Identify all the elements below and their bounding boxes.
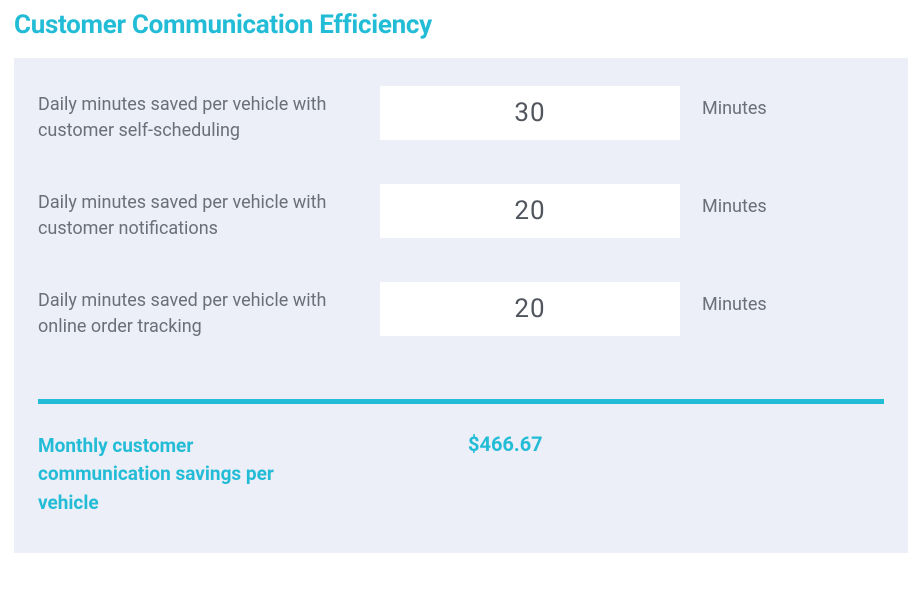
input-row-order-tracking: Daily minutes saved per vehicle with onl… [38, 282, 884, 340]
efficiency-panel: Daily minutes saved per vehicle with cus… [14, 58, 908, 553]
divider [38, 399, 884, 404]
minutes-input-notifications[interactable]: 20 [380, 184, 680, 238]
row-label: Daily minutes saved per vehicle with cus… [38, 86, 358, 144]
input-row-self-scheduling: Daily minutes saved per vehicle with cus… [38, 86, 884, 144]
minutes-input-self-scheduling[interactable]: 30 [380, 86, 680, 140]
row-label: Daily minutes saved per vehicle with onl… [38, 282, 358, 340]
summary-label: Monthly customer communication savings p… [38, 432, 318, 518]
section-title: Customer Communication Efficiency [14, 10, 908, 40]
unit-label: Minutes [702, 86, 884, 119]
minutes-input-order-tracking[interactable]: 20 [380, 282, 680, 336]
input-row-notifications: Daily minutes saved per vehicle with cus… [38, 184, 884, 242]
unit-label: Minutes [702, 282, 884, 315]
unit-label: Minutes [702, 184, 884, 217]
summary-value: $466.67 [468, 432, 884, 456]
row-label: Daily minutes saved per vehicle with cus… [38, 184, 358, 242]
summary-row: Monthly customer communication savings p… [38, 432, 884, 518]
